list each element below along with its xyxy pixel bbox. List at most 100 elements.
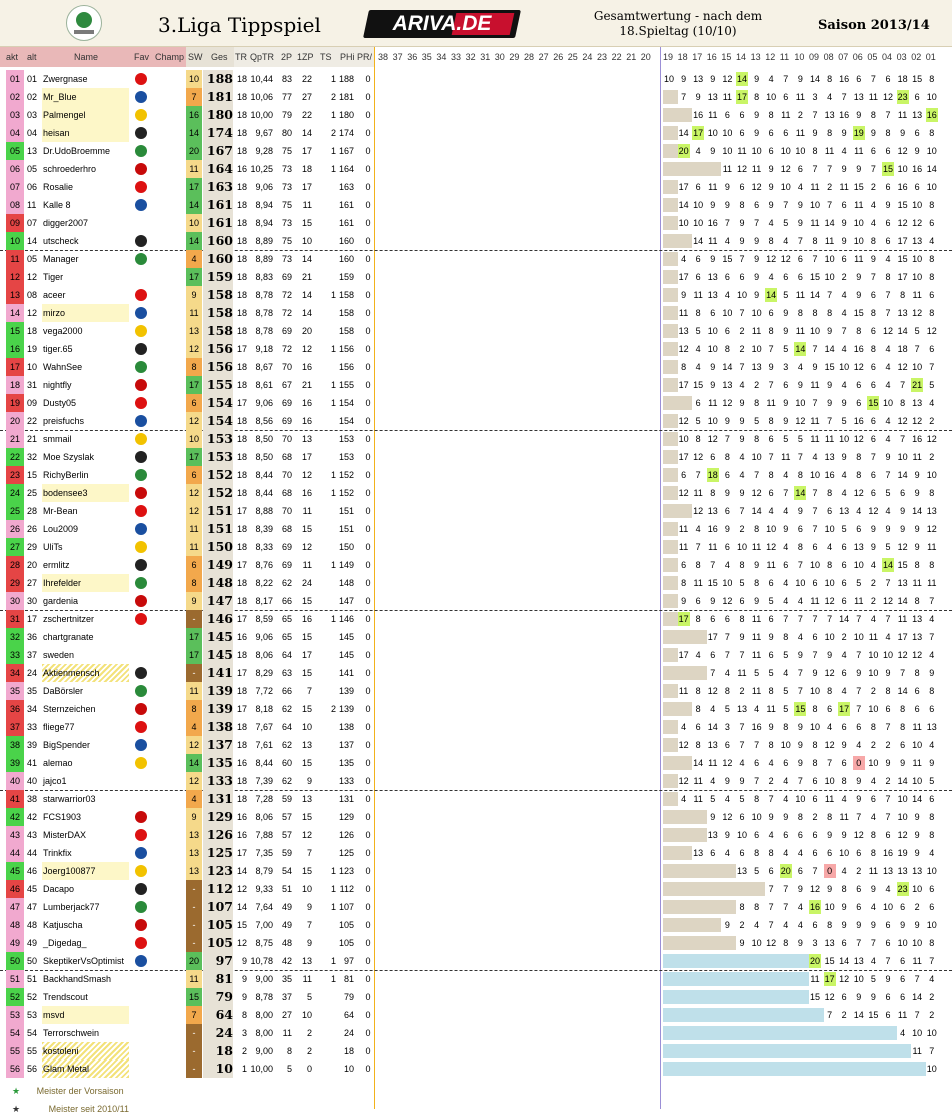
table-row[interactable]: 41 38 starwarrior03 4 131 18 7,28 59 13 131 0 4 11 5 4… <box>0 790 952 808</box>
player-name[interactable]: BigSpender <box>43 740 91 750</box>
table-row[interactable]: 32 36 chartgranate 17 145 16 9,06 65 15 145 0 17 7 9 1… <box>0 628 952 646</box>
table-row[interactable]: 53 53 msvd 7 64 8 8,00 27 10 64 0 7 2 14 15 6 11 7 2 <box>0 1006 952 1024</box>
table-row[interactable]: 02 02 Mr_Blue 7 181 18 10,06 77 27 2 181 0 7 9 13 11 17 8… <box>0 88 952 106</box>
player-name[interactable]: _Digedag_ <box>43 938 87 948</box>
player-name[interactable]: bodensee3 <box>42 484 129 502</box>
player-name[interactable]: Aktienmensch <box>42 664 129 682</box>
table-row[interactable]: 18 31 nightfly 17 155 18 8,61 67 21 1 155 0 17 15 9 13 4… <box>0 376 952 394</box>
table-row[interactable]: 45 46 Joerg100877 13 123 14 8,79 54 15 1 123 0 13 5 6 2… <box>0 862 952 880</box>
table-row[interactable]: 54 54 Terrorschwein -24 3 8,00 11 2 24 0 4 10 10 <box>0 1024 952 1042</box>
player-name[interactable]: Glam Metal <box>42 1060 129 1078</box>
ariva-logo[interactable]: ARIVA.DE <box>363 10 521 38</box>
player-name[interactable]: gardenia <box>43 596 79 606</box>
table-row[interactable]: 31 17 zschertnitzer -146 17 8,59 65 16 1 146 0 17 8 6… <box>0 610 952 628</box>
table-row[interactable]: 39 41 alemao 14 135 16 8,44 60 15 135 0 14 11 12 4 6 4 6 9… <box>0 754 952 772</box>
table-row[interactable]: 13 08 aceer 9 158 18 8,78 72 14 1 158 0 9 11 13 4 10 9 14 5… <box>0 286 952 304</box>
table-row[interactable]: 07 06 Rosalie 17 163 18 9,06 73 17 163 0 17 6 11 9 6 12 9… <box>0 178 952 196</box>
player-name[interactable]: Katjuscha <box>43 920 83 930</box>
player-name[interactable]: Joerg100877 <box>42 862 129 880</box>
player-name[interactable]: Lou2009 <box>43 524 79 534</box>
player-name[interactable]: WahnSee <box>43 362 83 372</box>
table-row[interactable]: 24 25 bodensee3 12 152 18 8,44 68 16 1 152 0 12 11 8 9 9… <box>0 484 952 502</box>
table-row[interactable]: 42 42 FCS1903 9 129 16 8,06 57 15 129 0 9 12 6 10 9 9 8 2 8… <box>0 808 952 826</box>
table-row[interactable]: 22 32 Moe Szyslak 17 153 18 8,50 68 17 153 0 17 12 6 8… <box>0 448 952 466</box>
table-row[interactable]: 23 15 RichyBerlin 6 152 18 8,44 70 12 1 152 0 6 7 18 6 4… <box>0 466 952 484</box>
table-row[interactable]: 25 28 Mr-Bean 12 151 17 8,88 70 11 151 0 12 13 6 7 14 4 4… <box>0 502 952 520</box>
player-name[interactable]: digger2007 <box>43 218 89 228</box>
table-row[interactable]: 12 12 Tiger 17 159 18 8,83 69 21 159 0 17 6 13 6 6 9 4 6 6 1… <box>0 268 952 286</box>
table-row[interactable]: 11 05 Manager 4 160 18 8,89 73 14 160 0 4 6 9 15 7 9 12 12… <box>0 250 952 268</box>
player-name[interactable]: Lumberjack77 <box>43 902 100 912</box>
player-name[interactable]: alemao <box>43 758 73 768</box>
table-row[interactable]: 38 39 BigSpender 12 137 18 7,61 62 13 137 0 12 8 13 6 7… <box>0 736 952 754</box>
player-name[interactable]: heisan <box>42 124 129 142</box>
table-row[interactable]: 14 12 mirzo 11 158 18 8,78 72 14 158 0 11 8 6 10 7 10 6 9 8… <box>0 304 952 322</box>
player-name[interactable]: jajco1 <box>43 776 67 786</box>
player-name[interactable]: SkeptikerVsOptimist <box>43 956 125 966</box>
player-name[interactable]: DaBörsler <box>43 686 84 696</box>
table-row[interactable]: 47 47 Lumberjack77-107 14 7,64 49 9 1 107 0 8 8 7 7 4 1… <box>0 898 952 916</box>
table-row[interactable]: 52 52 Trendscout 15 79 9 8,78 37 5 79 0 15 12 6 9 9 6 6 14… <box>0 988 952 1006</box>
player-name[interactable]: Mr-Bean <box>43 506 78 516</box>
table-row[interactable]: 27 29 UliTs 11 150 18 8,33 69 12 150 0 11 7 11 6 10 11 12… <box>0 538 952 556</box>
table-row[interactable]: 35 35 DaBörsler 11 139 18 7,72 66 7 139 0 11 8 12 8 2 11… <box>0 682 952 700</box>
player-name[interactable]: BackhandSmash <box>43 974 112 984</box>
table-row[interactable]: 33 37 sweden 17 145 18 8,06 64 17 145 0 17 4 6 7 7 11 6 5 9… <box>0 646 952 664</box>
player-name[interactable]: UliTs <box>43 542 63 552</box>
player-name[interactable]: preisfuchs <box>43 416 85 426</box>
table-row[interactable]: 49 49 _Digedag_ -105 12 8,75 48 9 105 0 9 10 12 8 9 3 13… <box>0 934 952 952</box>
table-row[interactable]: 20 22 preisfuchs 12 154 18 8,56 69 16 154 0 12 5 10 9 9… <box>0 412 952 430</box>
table-row[interactable]: 46 45 Dacapo -112 12 9,33 51 10 1 112 0 7 7 9 12 9 8 6 9 4 2… <box>0 880 952 898</box>
player-name[interactable]: ermlitz <box>43 560 70 570</box>
player-name[interactable]: schroederhro <box>43 164 97 174</box>
table-row[interactable]: 44 44 Trinkfix 13 125 17 7,35 59 7 125 0 13 6 4 6 8 8 4 4 6… <box>0 844 952 862</box>
player-name[interactable]: Tiger <box>43 272 64 282</box>
player-name[interactable]: Trinkfix <box>43 848 72 858</box>
player-name[interactable]: Dr.UdoBroemme <box>43 146 111 156</box>
player-name[interactable]: sweden <box>43 650 75 660</box>
player-name[interactable]: nightfly <box>43 380 72 390</box>
player-name[interactable]: Palmengel <box>42 106 129 124</box>
player-name[interactable]: smmail <box>43 434 72 444</box>
table-row[interactable]: 40 40 jajco1 12 133 18 7,39 62 9 133 0 12 11 4 9 9 7 2 4 7 6… <box>0 772 952 790</box>
player-name[interactable]: fliege77 <box>43 722 75 732</box>
table-row[interactable]: 04 04 heisan 14 174 18 9,67 80 14 2 174 0 14 17 10 10 6 9… <box>0 124 952 142</box>
table-row[interactable]: 28 20 ermlitz 6 149 17 8,76 69 11 1 149 0 6 8 7 4 8 9 11 6 7… <box>0 556 952 574</box>
player-name[interactable]: Zwergnase <box>43 74 88 84</box>
player-name[interactable]: Moe Szyslak <box>43 452 95 462</box>
player-name[interactable]: vega2000 <box>43 326 83 336</box>
player-name[interactable]: Rosalie <box>43 182 74 192</box>
player-name[interactable]: RichyBerlin <box>43 470 89 480</box>
table-row[interactable]: 01 01 Zwergnase 10 188 18 10,44 83 22 1 188 0 10 9 13 9… <box>0 70 952 88</box>
player-name[interactable]: tiger.65 <box>43 344 73 354</box>
table-row[interactable]: 43 43 MisterDAX 13 126 16 7,88 57 12 126 0 13 9 10 6 4 6… <box>0 826 952 844</box>
table-row[interactable]: 17 10 WahnSee 8 156 18 8,67 70 16 156 0 8 4 9 14 7 13 9 3 4… <box>0 358 952 376</box>
table-row[interactable]: 03 03 Palmengel 16 180 18 10,00 79 22 1 180 0 16 11 6 6… <box>0 106 952 124</box>
player-name[interactable]: FCS1903 <box>43 812 82 822</box>
table-row[interactable]: 06 05 schroederhro 11 164 16 10,25 73 18 1 164 0 11 1… <box>0 160 952 178</box>
table-row[interactable]: 48 48 Katjuscha -105 15 7,00 49 7 105 0 9 2 4 7 4 4 6 8 9 9… <box>0 916 952 934</box>
table-row[interactable]: 30 30 gardenia 9 147 18 8,17 66 15 147 0 9 6 9 12 6 9 5 4 4… <box>0 592 952 610</box>
player-name[interactable]: chartgranate <box>43 632 94 642</box>
player-name[interactable]: Ihrefelder <box>42 574 129 592</box>
player-name[interactable]: kostoleni <box>42 1042 129 1060</box>
player-name[interactable]: Sternzeichen <box>43 704 96 714</box>
player-name[interactable]: Dusty05 <box>43 398 77 408</box>
table-row[interactable]: 29 27 Ihrefelder 8 148 18 8,22 62 24 148 0 8 11 15 10 5… <box>0 574 952 592</box>
table-row[interactable]: 21 21 smmail 10 153 18 8,50 70 13 153 0 10 8 12 7 9 8 6 5 5… <box>0 430 952 448</box>
table-row[interactable]: 05 13 Dr.UdoBroemme 20 167 18 9,28 75 17 1 167 0 20 4… <box>0 142 952 160</box>
table-row[interactable]: 09 07 digger2007 10 161 18 8,94 73 15 161 0 10 10 16 7… <box>0 214 952 232</box>
table-row[interactable]: 34 24 Aktienmensch -141 17 8,29 63 15 141 0 7 4 11 5 5… <box>0 664 952 682</box>
table-row[interactable]: 10 14 utscheck 14 160 18 8,89 75 10 160 0 14 11 4 9 9 8 4… <box>0 232 952 250</box>
player-name[interactable]: Manager <box>43 254 79 264</box>
player-name[interactable]: starwarrior03 <box>43 794 96 804</box>
table-row[interactable]: 56 56 Glam Metal -10 1 10,00 5 0 10 0 10 <box>0 1060 952 1078</box>
player-name[interactable]: Dacapo <box>43 884 75 894</box>
player-name[interactable]: aceer <box>43 290 66 300</box>
table-row[interactable]: 36 34 Sternzeichen 8 139 17 8,18 62 15 2 139 0 8 4 5 13… <box>0 700 952 718</box>
player-name[interactable]: Terrorschwein <box>43 1028 100 1038</box>
table-row[interactable]: 50 50 SkeptikerVsOptimist 20 97 9 10,78 42 13 1 97… <box>0 952 952 970</box>
player-name[interactable]: utscheck <box>43 236 79 246</box>
table-row[interactable]: 55 55 kostoleni -18 2 9,00 8 2 18 0 11 7 <box>0 1042 952 1060</box>
player-name[interactable]: Mr_Blue <box>42 88 129 106</box>
